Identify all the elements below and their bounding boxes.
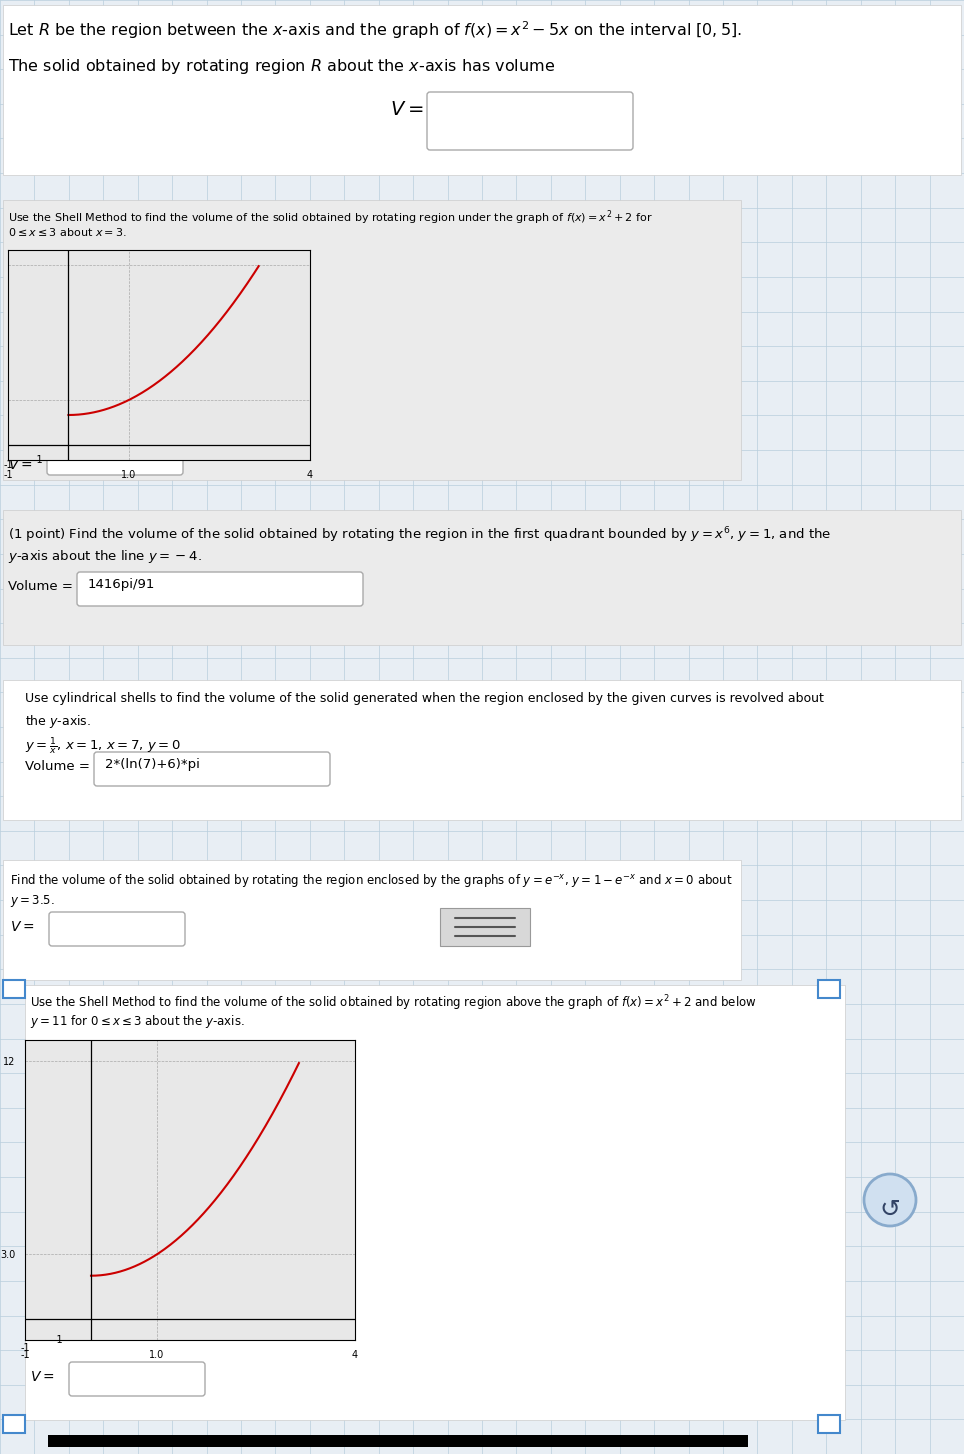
Text: ↺: ↺ [879,1198,900,1221]
FancyBboxPatch shape [77,571,363,606]
Bar [3,680,961,820]
Text: -1: -1 [3,459,13,470]
Text: Find the volume of the solid obtained by rotating the region enclosed by the gra: Find the volume of the solid obtained by… [10,872,733,888]
Bar [48,1435,748,1447]
Text: $y$-axis about the line $y = -4$.: $y$-axis about the line $y = -4$. [8,548,201,566]
Text: $V =$: $V =$ [8,458,33,473]
Bar [440,907,530,947]
Text: Use the Shell Method to find the volume of the solid obtained by rotating region: Use the Shell Method to find the volume … [30,993,757,1012]
Text: $y = 3.5$.: $y = 3.5$. [10,893,55,909]
Text: 2*(ln(7)+6)*pi: 2*(ln(7)+6)*pi [105,758,200,771]
Bar [3,201,741,480]
Bar [818,1415,840,1434]
Text: 1416pi/91: 1416pi/91 [88,579,155,590]
Bar [3,980,25,997]
Text: $y = 11$ for $0 \leq x \leq 3$ about the $y$-axis.: $y = 11$ for $0 \leq x \leq 3$ about the… [30,1013,245,1029]
FancyBboxPatch shape [47,441,183,475]
Text: -1: -1 [34,455,43,465]
Bar [3,859,741,980]
Text: $0 \leq x \leq 3$ about $x = 3$.: $0 \leq x \leq 3$ about $x = 3$. [8,225,127,238]
Text: $V =$: $V =$ [390,100,423,119]
Bar [3,1415,25,1434]
Text: -1: -1 [20,1342,30,1352]
Text: Let $R$ be the region between the $x$-axis and the graph of $f(x) = x^2 - 5x$ on: Let $R$ be the region between the $x$-ax… [8,19,742,41]
FancyBboxPatch shape [94,752,330,787]
Text: Volume =: Volume = [8,580,77,593]
FancyBboxPatch shape [49,912,185,947]
Bar [818,980,840,997]
Text: Use the Shell Method to find the volume of the solid obtained by rotating region: Use the Shell Method to find the volume … [8,208,653,227]
FancyBboxPatch shape [69,1362,205,1396]
Text: Volume =: Volume = [25,760,94,774]
Text: Use cylindrical shells to find the volume of the solid generated when the region: Use cylindrical shells to find the volum… [25,692,824,705]
Bar [3,4,961,174]
Circle shape [864,1173,916,1226]
Text: -1: -1 [53,1335,63,1345]
FancyBboxPatch shape [427,92,633,150]
Text: $y = \frac{1}{x}$, $x = 1$, $x = 7$, $y = 0$: $y = \frac{1}{x}$, $x = 1$, $x = 7$, $y … [25,736,181,756]
Text: (1 point) Find the volume of the solid obtained by rotating the region in the fi: (1 point) Find the volume of the solid o… [8,525,831,545]
Text: the $y$-axis.: the $y$-axis. [25,712,91,730]
Text: $V =$: $V =$ [30,1370,54,1384]
Bar [3,510,961,646]
Text: The solid obtained by rotating region $R$ about the $x$-axis has volume: The solid obtained by rotating region $R… [8,57,555,76]
Bar [25,984,845,1421]
Text: $V =$: $V =$ [10,920,35,933]
